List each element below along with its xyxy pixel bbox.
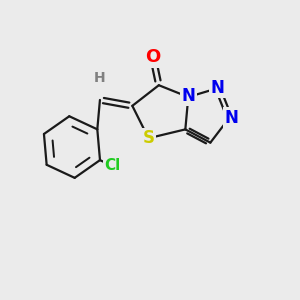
- Text: H: H: [94, 71, 106, 85]
- Text: N: N: [181, 86, 195, 104]
- Text: N: N: [211, 79, 225, 97]
- Text: N: N: [224, 109, 238, 127]
- Text: O: O: [145, 48, 160, 66]
- Text: S: S: [142, 129, 154, 147]
- Text: Cl: Cl: [104, 158, 120, 173]
